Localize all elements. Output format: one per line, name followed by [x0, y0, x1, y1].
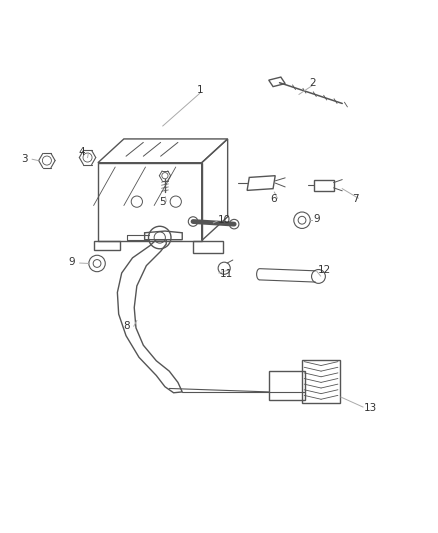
Text: 12: 12 [318, 265, 331, 275]
Text: 2: 2 [309, 78, 315, 88]
Text: 8: 8 [123, 321, 130, 331]
Text: 6: 6 [270, 195, 277, 205]
Text: 11: 11 [220, 269, 233, 279]
Text: 3: 3 [21, 154, 28, 164]
Circle shape [230, 220, 239, 229]
Text: 4: 4 [78, 147, 85, 157]
Text: 7: 7 [352, 195, 359, 205]
Circle shape [188, 217, 198, 227]
Text: 10: 10 [218, 215, 231, 225]
Text: 13: 13 [364, 403, 377, 414]
Text: 5: 5 [159, 198, 166, 207]
Text: 9: 9 [68, 257, 75, 267]
Text: 9: 9 [313, 214, 320, 224]
Text: 1: 1 [197, 85, 203, 95]
